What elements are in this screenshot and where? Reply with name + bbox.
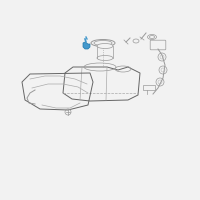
Bar (143, 85, 155, 90)
Polygon shape (83, 42, 90, 49)
Ellipse shape (97, 44, 113, 48)
